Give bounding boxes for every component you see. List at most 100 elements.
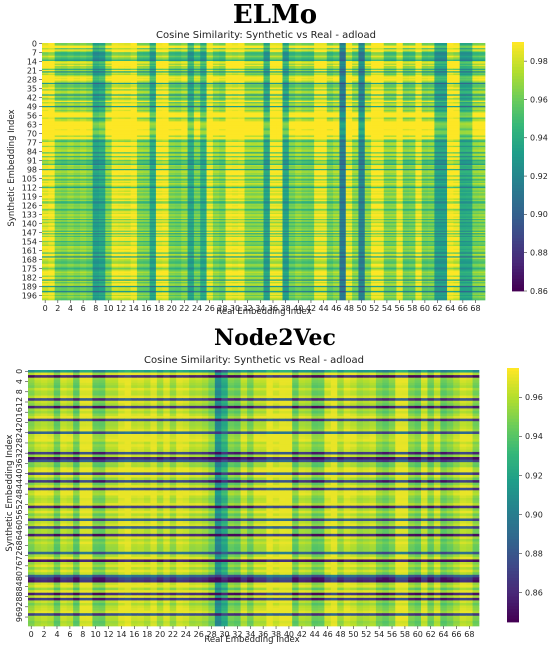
- heatmap-cell: [428, 71, 435, 73]
- heatmap-cell: [402, 60, 410, 63]
- heatmap-cell: [42, 63, 49, 66]
- heatmap-cell: [149, 126, 157, 129]
- heatmap-cell: [402, 132, 410, 135]
- heatmap-cell: [200, 58, 207, 61]
- heatmap-cell: [42, 75, 49, 77]
- heatmap-cell: [257, 86, 264, 89]
- heatmap-cell: [358, 45, 366, 48]
- heatmap-cell: [263, 63, 271, 66]
- heatmap-cell: [162, 46, 169, 49]
- heatmap-cell: [212, 78, 220, 81]
- heatmap-cell: [352, 111, 359, 113]
- heatmap-cell: [453, 67, 461, 70]
- heatmap-cell: [130, 62, 138, 64]
- heatmap-cell: [466, 103, 473, 106]
- heatmap-cell: [54, 51, 62, 54]
- heatmap-cell: [478, 108, 486, 111]
- heatmap-cell: [421, 111, 429, 113]
- heatmap-cell: [257, 50, 264, 53]
- heatmap-cell: [244, 45, 252, 48]
- heatmap-cell: [244, 114, 252, 117]
- heatmap-cell: [225, 69, 233, 72]
- heatmap-cell: [111, 71, 119, 73]
- heatmap-cell: [250, 55, 258, 58]
- heatmap-cell: [295, 71, 302, 73]
- heatmap-cell: [466, 111, 473, 113]
- heatmap-cell: [390, 48, 397, 50]
- heatmap-cell: [130, 45, 138, 48]
- heatmap-cell: [276, 131, 283, 134]
- heatmap-cell: [193, 60, 201, 63]
- elmo-heatmap-cells: [42, 43, 486, 301]
- heatmap-cell: [181, 109, 188, 112]
- heatmap-cell: [225, 98, 233, 100]
- heatmap-cell: [466, 129, 473, 131]
- heatmap-cell: [79, 123, 87, 126]
- heatmap-cell: [124, 126, 131, 129]
- heatmap-cell: [396, 62, 404, 64]
- heatmap-cell: [181, 84, 188, 86]
- heatmap-cell: [263, 75, 271, 77]
- heatmap-cell: [402, 77, 410, 80]
- heatmap-cell: [105, 51, 112, 54]
- heatmap-cell: [345, 49, 353, 52]
- heatmap-cell: [92, 118, 100, 121]
- heatmap-cell: [478, 105, 486, 108]
- heatmap-cell: [390, 90, 397, 93]
- heatmap-cell: [73, 121, 81, 124]
- heatmap-cell: [447, 118, 454, 121]
- heatmap-cell: [238, 93, 245, 95]
- heatmap-cell: [124, 48, 131, 50]
- heatmap-cell: [155, 111, 163, 113]
- heatmap-cell: [282, 78, 290, 81]
- heatmap-cell: [105, 120, 112, 122]
- heatmap-cell: [79, 111, 87, 113]
- heatmap-cell: [415, 77, 423, 80]
- heatmap-cell: [225, 91, 233, 94]
- heatmap-cell: [98, 58, 106, 61]
- heatmap-cell: [79, 45, 87, 48]
- heatmap-cell: [288, 48, 296, 50]
- heatmap-cell: [428, 59, 435, 62]
- heatmap-cell: [320, 89, 328, 91]
- heatmap-cell: [402, 86, 410, 89]
- heatmap-cell: [92, 66, 100, 68]
- heatmap-cell: [155, 81, 163, 84]
- heatmap-cell: [307, 122, 315, 125]
- heatmap-cell: [219, 123, 226, 126]
- heatmap-cell: [314, 96, 321, 99]
- heatmap-cell: [428, 118, 435, 121]
- heatmap-cell: [79, 77, 87, 80]
- heatmap-cell: [244, 77, 252, 80]
- heatmap-cell: [314, 116, 321, 118]
- heatmap-cell: [333, 105, 340, 108]
- heatmap-cell: [155, 104, 163, 107]
- heatmap-cell: [314, 105, 321, 108]
- heatmap-cell: [301, 71, 309, 73]
- heatmap-cell: [428, 113, 435, 116]
- heatmap-cell: [193, 99, 201, 102]
- heatmap-cell: [225, 123, 233, 126]
- heatmap-cell: [345, 75, 353, 77]
- heatmap-cell: [168, 93, 176, 95]
- heatmap-cell: [269, 99, 277, 102]
- heatmap-cell: [402, 63, 410, 66]
- heatmap-cell: [60, 103, 68, 106]
- heatmap-cell: [54, 80, 62, 82]
- heatmap-cell: [269, 127, 277, 130]
- heatmap-cell: [187, 64, 195, 67]
- heatmap-cell: [54, 113, 62, 116]
- heatmap-cell: [301, 51, 309, 54]
- heatmap-cell: [295, 93, 302, 95]
- heatmap-cell: [314, 131, 321, 134]
- heatmap-cell: [231, 122, 239, 125]
- heatmap-cell: [92, 103, 100, 106]
- heatmap-cell: [428, 46, 435, 49]
- heatmap-cell: [212, 49, 220, 52]
- heatmap-cell: [168, 78, 176, 81]
- heatmap-cell: [60, 132, 68, 135]
- heatmap-cell: [92, 86, 100, 89]
- heatmap-cell: [67, 48, 74, 50]
- heatmap-cell: [79, 63, 87, 66]
- heatmap-cell: [206, 57, 214, 59]
